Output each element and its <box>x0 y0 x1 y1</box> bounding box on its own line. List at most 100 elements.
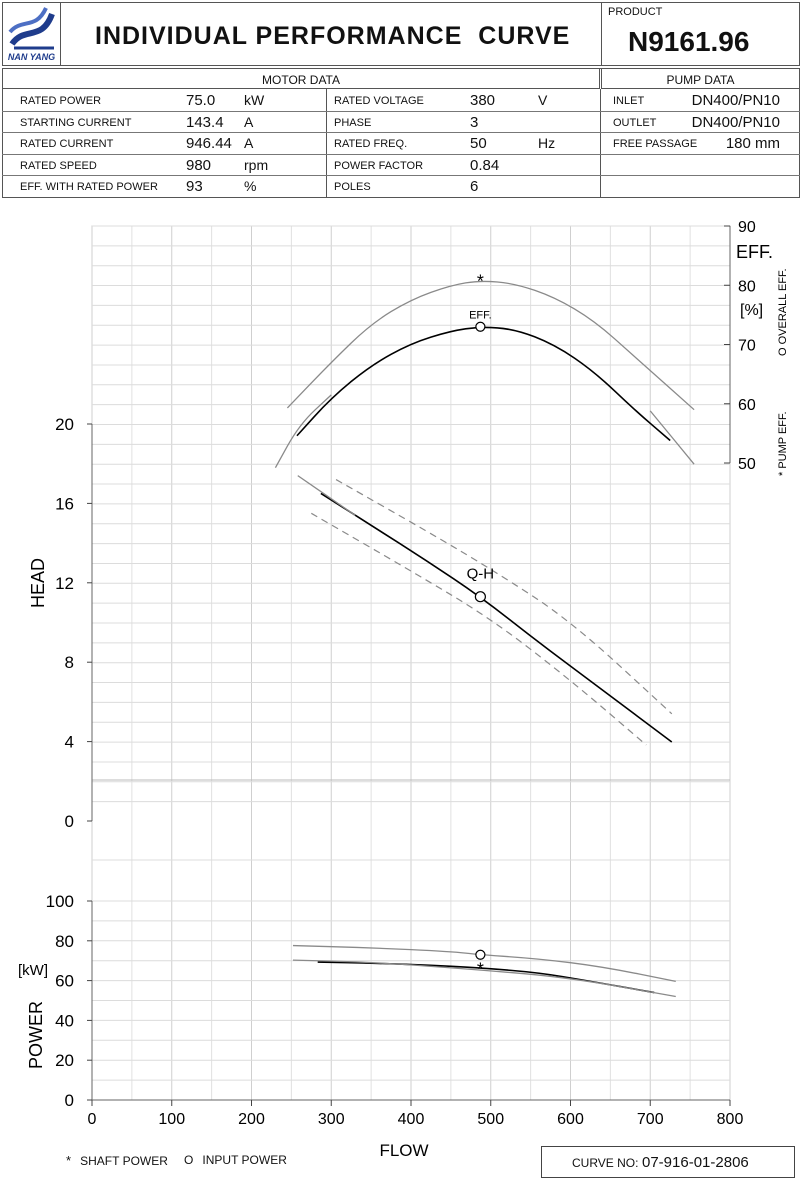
eff-axis-title: EFF. <box>736 242 773 262</box>
motor-right-unit: V <box>538 92 548 108</box>
motor-left-label: EFF. WITH RATED POWER <box>20 181 158 194</box>
eff-tick-label: 90 <box>738 219 756 236</box>
eff-tick-label: 50 <box>738 456 756 473</box>
head-axis-title: HEAD <box>28 558 48 608</box>
motor-left-value: 980 <box>186 156 212 174</box>
eff-tick-label: 70 <box>738 338 756 355</box>
motor-data-heading-cell <box>2 68 600 89</box>
efficiency-curve <box>274 394 332 469</box>
legend-input-power: O INPUT POWER <box>184 1153 287 1167</box>
x-tick-label: 400 <box>398 1111 425 1128</box>
motor-right-label: RATED FREQ. <box>334 138 408 151</box>
motor-right-label: RATED VOLTAGE <box>334 95 424 107</box>
pump-value: DN400/PN10 <box>691 92 780 109</box>
pump-label: INLET <box>613 95 645 107</box>
legend-input-symbol: O <box>184 1153 194 1167</box>
motor-right-value: 0.84 <box>470 156 500 174</box>
motor-right-value: 50 <box>470 135 487 153</box>
efficiency-curve <box>296 326 671 442</box>
head-curve <box>335 479 673 715</box>
eff-unit: [%] <box>740 302 763 319</box>
curve-no-box <box>541 1146 795 1178</box>
eff-star-marker: * <box>477 272 484 292</box>
power-tick-label: 0 <box>65 1091 74 1110</box>
efficiency-curve <box>286 280 695 411</box>
motor-left-value: 75.0 <box>186 92 216 109</box>
head-tick-label: 0 <box>65 812 74 831</box>
x-tick-label: 600 <box>557 1111 584 1128</box>
legend-shaft-power: * SHAFT POWER <box>66 1153 168 1168</box>
eff-legend-pump: * PUMP EFF. <box>777 411 789 476</box>
x-tick-label: 200 <box>238 1111 265 1128</box>
power-curve <box>292 959 676 998</box>
motor-left-unit: rpm <box>244 156 269 173</box>
head-circle-marker <box>474 591 486 603</box>
motor-left-label: RATED SPEED <box>20 159 97 172</box>
pump-label: FREE PASSAGE <box>613 138 698 151</box>
curve-no-label: CURVE NO: <box>572 1156 639 1170</box>
product-code: N9161.96 <box>628 26 750 57</box>
motor-left-value: 143.4 <box>186 113 224 131</box>
motor-left-label: RATED CURRENT <box>20 138 114 151</box>
table-row-line <box>2 110 800 112</box>
page-title: INDIVIDUAL PERFORMANCE CURVE <box>95 22 571 50</box>
power-tick-label: 60 <box>55 972 74 991</box>
power-axis-title: POWER <box>26 1001 46 1069</box>
head-tick-label: 20 <box>55 415 74 434</box>
x-tick-label: 800 <box>717 1111 744 1128</box>
pump-label: OUTLET <box>613 116 657 129</box>
motor-right-label: POLES <box>334 181 371 194</box>
power-star-marker: * <box>477 960 484 980</box>
motor-right-value: 380 <box>470 92 496 109</box>
motor-right-value: 3 <box>470 113 479 131</box>
power-tick-label: 100 <box>46 892 74 911</box>
motor-right-label: PHASE <box>334 116 372 129</box>
power-tick-label: 40 <box>55 1011 74 1030</box>
motor-left-value: 946.44 <box>186 135 232 153</box>
power-curve <box>317 961 655 994</box>
table-row-line <box>2 175 800 177</box>
head-tick-label: 4 <box>65 733 74 752</box>
x-tick-label: 500 <box>477 1111 504 1128</box>
eff-circle-marker <box>475 321 486 332</box>
efficiency-curve <box>649 410 695 465</box>
product-caption: PRODUCT <box>608 6 663 18</box>
table-row-line <box>2 153 800 155</box>
motor-left-unit: A <box>244 113 254 130</box>
head-curve <box>311 512 647 746</box>
head-curve <box>320 492 673 743</box>
pump-value: 180 mm <box>725 135 780 153</box>
motor-left-value: 93 <box>186 178 203 196</box>
logo-box <box>2 2 61 66</box>
legend-shaft-symbol: * <box>66 1153 72 1168</box>
motor-left-unit: A <box>244 135 254 152</box>
eff-tick-label: 60 <box>738 397 756 414</box>
head-curve <box>297 475 356 516</box>
curve-no-value: 07-916-01-2806 <box>642 1154 749 1171</box>
head-tick-label: 8 <box>65 653 74 672</box>
eff-tick-label: 80 <box>738 278 756 295</box>
eff-curve-label: EFF. <box>469 310 492 322</box>
motor-data-heading: MOTOR DATA <box>262 73 340 87</box>
motor-left-unit: kW <box>244 92 265 108</box>
power-tick-label: 80 <box>55 932 74 951</box>
power-circle-marker <box>475 949 486 960</box>
motor-left-label: STARTING CURRENT <box>20 116 132 129</box>
pump-divider <box>600 89 601 198</box>
power-tick-label: 20 <box>55 1051 74 1070</box>
x-tick-label: 0 <box>88 1111 97 1128</box>
head-tick-label: 12 <box>55 574 74 593</box>
x-tick-label: 100 <box>158 1111 185 1128</box>
motor-left-unit: % <box>244 178 257 195</box>
logo-text: NAN YANG <box>7 52 56 62</box>
legend-shaft-label: SHAFT POWER <box>80 1154 168 1168</box>
table-row-line <box>2 132 800 134</box>
performance-chart: 0 100 200 300 400 500 600 700 800FLOW048121620HE… <box>18 219 789 1160</box>
head-tick-label: 16 <box>55 494 74 513</box>
logo-icon <box>8 7 55 50</box>
motor-right-label: POWER FACTOR <box>334 159 424 172</box>
x-axis-title: FLOW <box>379 1141 428 1160</box>
x-tick-label: 700 <box>637 1111 664 1128</box>
motor-divider <box>326 89 327 198</box>
power-curve <box>292 944 676 983</box>
